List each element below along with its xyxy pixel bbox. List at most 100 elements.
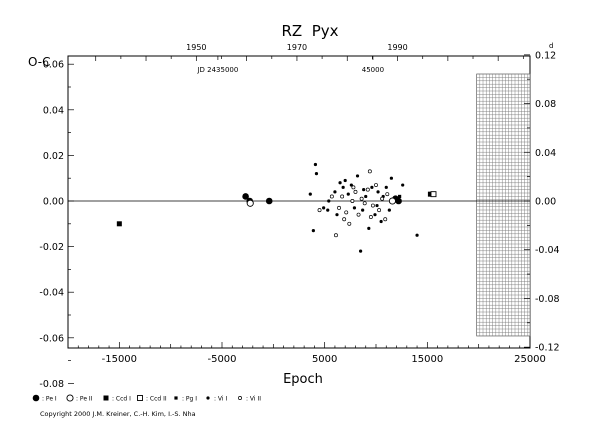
legend-marker xyxy=(206,396,210,400)
data-point xyxy=(308,192,312,196)
data-point xyxy=(359,196,364,201)
top-year-label: 1950 xyxy=(186,43,206,52)
x-tick-label: 15000 xyxy=(411,354,443,365)
jd-label: JD 2435000 xyxy=(196,66,238,74)
data-point xyxy=(352,206,357,210)
data-point xyxy=(361,208,365,212)
data-point xyxy=(401,183,405,187)
data-point xyxy=(377,208,382,213)
data-point xyxy=(246,199,254,207)
top-year-label: 1970 xyxy=(287,43,307,52)
data-point xyxy=(383,217,388,222)
data-point xyxy=(373,213,377,217)
top-year-label: 1990 xyxy=(387,43,407,52)
legend-label: : Vi II xyxy=(246,396,261,403)
y-tick-label-left: 0.00 xyxy=(43,197,64,208)
legend-marker xyxy=(238,396,242,400)
data-point xyxy=(343,178,347,183)
data-point xyxy=(376,190,380,194)
data-point xyxy=(356,212,361,217)
data-point xyxy=(335,213,339,217)
data-point xyxy=(346,192,350,196)
x-tick-label: 5000 xyxy=(312,354,337,365)
data-point xyxy=(362,201,367,206)
y-tick-label-right: -0.08 xyxy=(535,294,560,305)
data-point xyxy=(340,194,345,199)
y-axis-left: -0.08 -0.06 -0.04 -0.02 0.00 0.02 0.04 0.06 xyxy=(39,60,74,390)
data-point xyxy=(242,193,249,200)
data-point xyxy=(322,206,326,210)
data-point xyxy=(375,203,379,208)
data-point xyxy=(427,191,433,197)
x-tick-label: -5000 xyxy=(207,354,236,365)
data-point xyxy=(350,199,355,203)
y-tick-label-left: -0.02 xyxy=(39,242,64,253)
y-tick-label-right: -0.04 xyxy=(535,245,560,256)
data-point xyxy=(355,174,360,178)
data-point xyxy=(370,185,374,189)
y-axis-right: -0.12 -0.08 -0.04 0.00 0.04 0.08 0.12 xyxy=(524,50,560,354)
data-point xyxy=(380,196,385,201)
data-point xyxy=(265,197,273,205)
data-point xyxy=(367,169,372,174)
data-point xyxy=(430,191,437,198)
y-tick-label-left: -0.06 xyxy=(39,333,64,344)
y-tick-label-right: -0.12 xyxy=(535,343,560,354)
data-point xyxy=(337,205,341,210)
x-tick-label: -15000 xyxy=(102,354,137,365)
data-point xyxy=(379,219,383,224)
data-point xyxy=(334,233,338,238)
legend-label: : Pg I xyxy=(182,396,197,403)
data-point xyxy=(116,221,122,227)
data-point xyxy=(364,194,368,199)
y-tick-label-right: 0.00 xyxy=(535,197,556,208)
x-axis: -15000 -5000 5000 15000 25000 xyxy=(67,342,546,365)
legend-label: : Vi I xyxy=(214,396,227,403)
data-point xyxy=(311,229,315,233)
legend-label: : Pe II xyxy=(76,396,93,403)
data-point xyxy=(387,208,391,212)
data-point xyxy=(313,162,318,167)
data-point xyxy=(370,203,375,208)
data-point xyxy=(353,189,358,194)
jd-label: 45000 xyxy=(362,66,384,74)
data-point xyxy=(327,199,331,203)
y-tick-label-left: 0.04 xyxy=(43,105,64,116)
plot-frame xyxy=(67,55,531,349)
y-tick-label-right: 0.08 xyxy=(535,99,556,110)
legend-marker xyxy=(137,395,143,401)
legend-marker xyxy=(103,395,109,401)
data-point xyxy=(326,208,330,212)
data-point xyxy=(342,217,347,222)
data-points xyxy=(116,162,437,253)
x-tick-label: 25000 xyxy=(514,354,546,365)
data-point xyxy=(389,176,393,180)
y-tick-label-left: 0.02 xyxy=(43,151,64,162)
data-point xyxy=(415,233,419,237)
data-point xyxy=(314,172,319,176)
data-point xyxy=(338,181,342,185)
data-point xyxy=(347,221,352,226)
jd-labels: JD 2435000 45000 xyxy=(196,56,384,74)
y-tick-label-left: 0.06 xyxy=(43,60,64,71)
y-tick-label-right: 0.12 xyxy=(535,50,556,61)
legend-marker xyxy=(66,394,74,402)
data-point xyxy=(367,226,371,230)
legend-marker xyxy=(174,396,178,400)
y-tick-label-left: -0.04 xyxy=(39,288,64,299)
data-point xyxy=(368,215,373,219)
copyright-text: Copyright 2000 J.M. Kreiner, C.-H. Kim, … xyxy=(40,410,196,418)
top-year-axis: 1950 1970 1990 xyxy=(95,43,524,61)
legend-marker xyxy=(32,394,40,402)
legend-label: : Pe I xyxy=(42,396,57,403)
legend: : Pe I: Pe II: Ccd I: Ccd II: Pg I: Vi I… xyxy=(32,394,261,403)
data-point xyxy=(374,183,378,187)
right-unit-label: d xyxy=(549,42,553,50)
data-point xyxy=(362,188,366,192)
data-point xyxy=(388,197,396,205)
data-point xyxy=(384,185,388,189)
legend-label: : Ccd II xyxy=(146,396,167,403)
x-axis-label: Epoch xyxy=(283,372,323,387)
data-point xyxy=(344,210,349,215)
